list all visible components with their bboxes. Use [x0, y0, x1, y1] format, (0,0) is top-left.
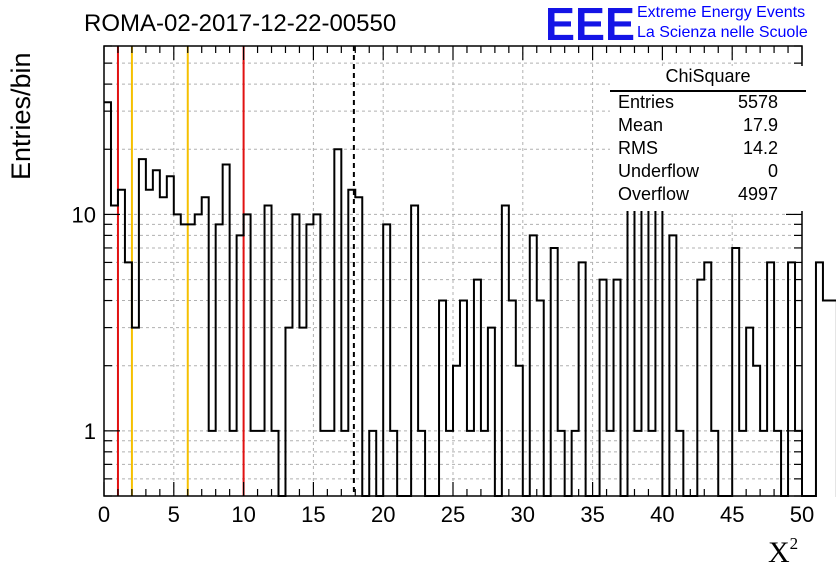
logo-caption-line-1: Extreme Energy Events — [637, 4, 806, 21]
histogram-bin — [334, 149, 341, 496]
stats-value: 0 — [767, 161, 778, 181]
histogram-bin — [816, 262, 823, 496]
stats-title: ChiSquare — [665, 66, 751, 86]
histogram-bin — [104, 102, 111, 496]
histogram-bin — [132, 328, 139, 496]
x-tick-label: 50 — [790, 502, 814, 527]
logo-caption: Extreme Energy Events La Scienza nelle S… — [637, 3, 808, 43]
histogram-bin — [460, 301, 467, 496]
stats-row-mean: Mean 17.9 — [618, 115, 778, 138]
histogram-bin — [216, 224, 223, 496]
histogram-outline — [104, 101, 836, 497]
logo-caption-line-2: La Scienza nelle Scuole — [637, 24, 808, 41]
histogram-bin — [202, 197, 209, 496]
stats-key: Underflow — [618, 161, 700, 181]
x-axis-label: X2 — [768, 534, 799, 570]
x-tick-label: 25 — [441, 502, 465, 527]
histogram-bin — [411, 205, 418, 496]
histogram-bin — [551, 248, 558, 496]
histogram-bin — [823, 301, 830, 496]
stats-value: 14.2 — [742, 138, 778, 158]
eee-logo: EEE — [545, 1, 635, 43]
histogram-bin — [181, 224, 188, 496]
histogram-bin — [195, 214, 202, 496]
histogram-bin — [579, 262, 586, 496]
y-tick-label: 10 — [72, 202, 96, 227]
histogram-bin — [174, 214, 181, 496]
stats-box: ChiSquare Entries 5578 Mean 17.9 RMS 14.… — [610, 66, 806, 211]
histogram-bin — [537, 301, 544, 496]
histogram-bin — [704, 262, 711, 496]
histogram-bin — [188, 224, 195, 496]
stats-key: Overflow — [618, 184, 690, 204]
histogram-bin — [641, 205, 648, 496]
histogram-bin — [600, 280, 607, 496]
chart-title: ROMA-02-2017-12-22-00550 — [84, 10, 397, 37]
histogram-bin — [306, 224, 313, 496]
histogram-bin — [788, 262, 795, 496]
histogram-bin — [439, 301, 446, 496]
histogram-bin — [502, 205, 509, 496]
x-tick-label: 35 — [580, 502, 604, 527]
x-tick-label: 5 — [168, 502, 180, 527]
histogram-bin — [830, 301, 836, 496]
x-tick-label: 20 — [371, 502, 395, 527]
histogram-bin — [509, 301, 516, 496]
histogram-bin — [767, 262, 774, 496]
stats-divider — [610, 90, 806, 92]
stats-key: RMS — [618, 138, 658, 158]
stats-value: 4997 — [737, 184, 778, 204]
stats-row-overflow: Overflow 4997 — [618, 184, 778, 207]
x-tick-label: 45 — [720, 502, 744, 527]
histogram-bin — [355, 197, 362, 496]
stats-row-rms: RMS 14.2 — [618, 138, 778, 161]
histogram-bin — [299, 328, 306, 496]
x-axis-label-superscript: 2 — [789, 534, 799, 553]
histogram-bin — [292, 214, 299, 496]
histogram-bin — [697, 280, 704, 496]
x-tick-label: 10 — [231, 502, 255, 527]
histogram-bin — [746, 328, 753, 496]
histogram-bin — [474, 280, 481, 496]
stats-key: Mean — [618, 115, 664, 135]
y-axis-label: Entries/bin — [6, 52, 36, 180]
histogram-bin — [655, 205, 662, 496]
stats-row-entries: Entries 5578 — [618, 92, 778, 115]
histogram-bin — [488, 328, 495, 496]
x-tick-label: 15 — [301, 502, 325, 527]
stats-row-underflow: Underflow 0 — [618, 161, 778, 184]
histogram-bin — [628, 205, 635, 496]
histogram-bin — [265, 205, 272, 496]
x-tick-label: 0 — [98, 502, 110, 527]
histogram-bin — [111, 205, 118, 496]
histogram-bin — [383, 224, 390, 496]
stats-value: 5578 — [737, 92, 778, 112]
histogram-bin — [614, 280, 621, 496]
eee-logo-text: EEE — [545, 1, 635, 43]
histogram-bin — [313, 214, 320, 496]
histogram-bin — [732, 248, 739, 496]
y-tick-label: 1 — [84, 419, 96, 444]
histogram-bin — [153, 170, 160, 496]
histogram-bin — [244, 214, 251, 496]
histogram-bin — [125, 262, 132, 496]
stats-key: Entries — [618, 92, 675, 112]
x-axis-label-base: X — [768, 536, 790, 569]
stats-value: 17.9 — [742, 115, 778, 135]
histogram-bin — [285, 328, 292, 496]
x-tick-label: 30 — [511, 502, 535, 527]
histogram-bin — [160, 197, 167, 496]
x-tick-label: 40 — [650, 502, 674, 527]
